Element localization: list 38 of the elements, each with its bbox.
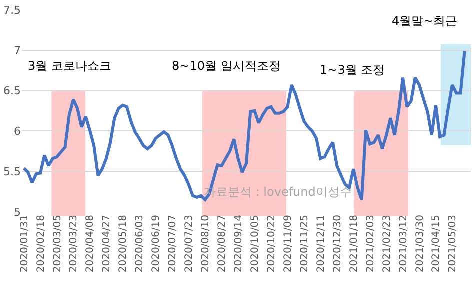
x-tick-label: 2020/06/03 [134, 215, 146, 273]
x-tick-label: 2020/08/10 [200, 215, 212, 273]
x-tick-label: 2021/02/03 [365, 215, 376, 273]
x-tick-label: 2021/05/03 [448, 215, 459, 273]
x-tick-label: 2020/10/05 [250, 215, 261, 273]
x-tick-label: 2021/03/12 [398, 215, 410, 273]
x-tick-label: 2020/01/31 [19, 215, 30, 273]
x-tick-label: 2020/12/30 [332, 215, 344, 273]
y-tick-label: 6 [14, 125, 21, 138]
annotation: 8~10월 일시적조정 [172, 59, 281, 73]
x-tick-label: 2020/09/14 [234, 215, 245, 273]
annotation: 4월말~최근 [392, 14, 458, 28]
x-tick-label: 2020/06/19 [151, 215, 162, 273]
x-tick-label: 2020/02/18 [36, 215, 47, 273]
line-series [22, 50, 466, 202]
x-tick-label: 2020/08/27 [217, 215, 228, 273]
x-tick-label: 2020/05/18 [118, 215, 130, 273]
x-tick-label: 2020/11/09 [282, 215, 294, 273]
x-tick-label: 2020/12/11 [316, 215, 327, 273]
y-tick-label: 6.5 [4, 84, 21, 98]
y-tick-label: 7 [14, 44, 21, 58]
annotation: 3월 코로나쇼크 [28, 59, 112, 73]
x-tick-label: 2021/01/18 [348, 215, 360, 273]
x-tick-label: 2020/03/05 [52, 215, 64, 273]
x-tick-label: 2020/04/27 [102, 215, 113, 273]
x-tick-label: 2020/07/07 [168, 215, 179, 273]
y-tick-label: 7.5 [4, 4, 21, 17]
x-tick-label: 2021/04/15 [431, 215, 442, 273]
y-tick-label: 5.5 [4, 165, 21, 178]
y-tick-label: 5 [14, 206, 21, 219]
annotation: 1~3월 조정 [320, 63, 386, 77]
x-tick-label: 2020/11/25 [299, 215, 310, 273]
x-tick-label: 2020/04/08 [85, 215, 96, 273]
x-tick-label: 2021/03/30 [414, 215, 426, 273]
x-tick-label: 2020/07/23 [184, 215, 196, 273]
x-tick-label: 2021/02/23 [382, 215, 393, 273]
x-tick-label: 2020/03/23 [68, 215, 80, 273]
x-tick-label: 2020/10/22 [266, 215, 278, 273]
